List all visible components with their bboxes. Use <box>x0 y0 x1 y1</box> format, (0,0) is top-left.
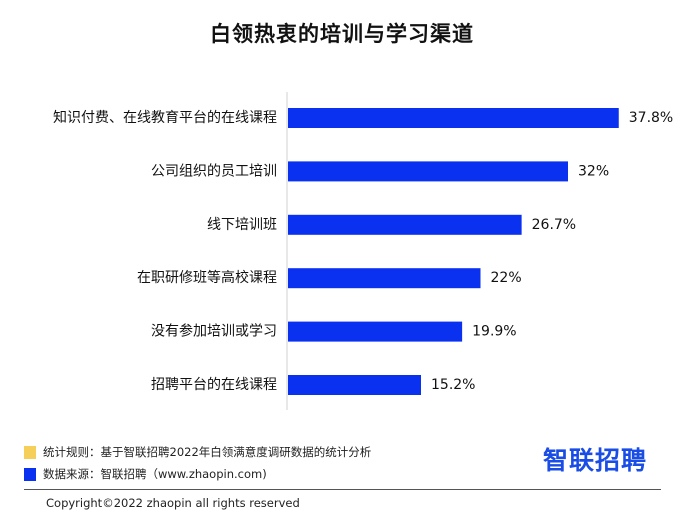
rule-label: 统计规则：基于智联招聘2022年白领满意度调研数据的统计分析 <box>43 445 372 459</box>
value-label: 37.8% <box>629 110 673 126</box>
bar <box>288 375 421 395</box>
bar-chart: 知识付费、在线教育平台的在线课程 37.8% 公司组织的员工培训 32% 线下培训班 26… <box>53 92 673 410</box>
category-label: 招聘平台的在线课程 <box>151 377 277 393</box>
category-label: 知识付费、在线教育平台的在线课程 <box>53 109 277 126</box>
source-label: 数据来源：智联招聘（www.zhaopin.com) <box>43 467 267 481</box>
bar <box>288 108 619 128</box>
value-label: 19.9% <box>472 324 516 340</box>
copyright-text: Copyright©2022 zhaopin all rights reserv… <box>46 496 300 510</box>
footer-divider <box>24 489 661 490</box>
chart-title: 白领热衷的培训与学习渠道 <box>210 22 474 46</box>
bar <box>288 214 522 235</box>
value-label: 32% <box>578 163 609 179</box>
bar <box>288 268 481 289</box>
yellow-swatch-icon <box>24 445 36 459</box>
value-label: 22% <box>491 270 522 286</box>
value-label: 26.7% <box>532 217 576 233</box>
category-label: 线下培训班 <box>207 217 277 233</box>
category-label: 公司组织的员工培训 <box>151 163 277 179</box>
footer-rule-note: 统计规则：基于智联招聘2022年白领满意度调研数据的统计分析 <box>24 444 371 460</box>
blue-swatch-icon <box>24 467 36 481</box>
footer-source-note: 数据来源：智联招聘（www.zhaopin.com) <box>24 466 267 482</box>
value-label: 15.2% <box>431 377 475 393</box>
bar <box>288 321 463 342</box>
category-label: 没有参加培训或学习 <box>151 323 277 340</box>
bar <box>288 161 568 182</box>
category-label: 在职研修班等高校课程 <box>137 269 277 286</box>
brand-logo: 智联招聘 <box>543 446 648 475</box>
